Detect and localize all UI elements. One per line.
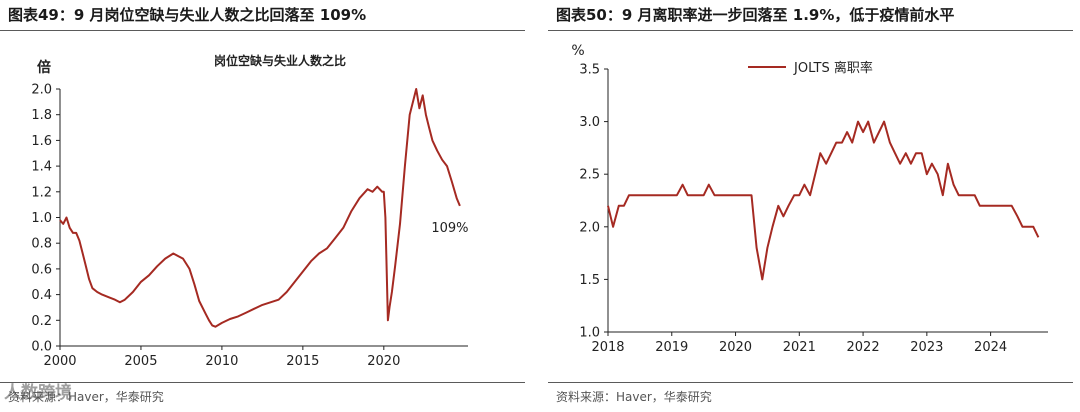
y-axis-unit-label: 倍 xyxy=(37,59,51,76)
y-tick-label: 0.8 xyxy=(31,237,52,252)
quits-rate-chart: 1.0 1.5 2.0 2.5 3.0 3.5 2018 2019 2020 2021 2022 20… xyxy=(571,43,1048,355)
series-line xyxy=(59,88,461,328)
x-tick-label: 2023 xyxy=(910,340,943,355)
legend-label: JOLTS 离职率 xyxy=(793,60,873,76)
series-line xyxy=(607,120,1040,281)
y-tick-label: 0.0 xyxy=(31,340,52,355)
x-tick-label: 2020 xyxy=(719,340,752,355)
y-tick-label: 0.2 xyxy=(31,314,52,329)
y-tick-label: 1.0 xyxy=(579,326,600,341)
x-tick-label: 2022 xyxy=(847,340,880,355)
source-note: 资料来源：Haver，华泰研究 xyxy=(8,390,164,404)
vacancy-unemployment-ratio-chart: 0.0 0.2 0.4 0.6 0.8 1.0 1.2 1.4 1.6 1.8 2.0 2000 200… xyxy=(31,53,468,369)
y-tick-label: 2.0 xyxy=(579,220,600,235)
y-tick-label: 2.0 xyxy=(31,83,52,98)
y-tick-label: 1.8 xyxy=(31,108,52,123)
x-tick-label: 2010 xyxy=(205,354,238,369)
y-tick-label: 2.5 xyxy=(579,168,600,183)
annotation-label: 109% xyxy=(431,221,468,236)
x-tick-label: 2019 xyxy=(655,340,688,355)
left-figure-panel: 图表49：9 月岗位空缺与失业人数之比回落至 109% 0.0 0.2 0.4 0.6… xyxy=(0,0,530,412)
y-tick-label: 1.2 xyxy=(31,185,52,200)
x-tick-label: 2005 xyxy=(124,354,157,369)
x-tick-label: 2020 xyxy=(367,354,400,369)
y-axis-unit-label: % xyxy=(571,43,584,59)
source-rule xyxy=(0,382,525,383)
title-rule xyxy=(0,30,525,31)
y-tick-label: 1.0 xyxy=(31,211,52,226)
x-tick-label: 2021 xyxy=(783,340,816,355)
x-tick-label: 2024 xyxy=(974,340,1007,355)
title-rule xyxy=(548,30,1073,31)
y-tick-label: 3.5 xyxy=(579,63,600,78)
figure-title: 图表50：9 月离职率进一步回落至 1.9%，低于疫情前水平 xyxy=(556,6,955,24)
y-tick-label: 1.6 xyxy=(31,134,52,149)
y-tick-label: 3.0 xyxy=(579,115,600,130)
right-figure-panel: 图表50：9 月离职率进一步回落至 1.9%，低于疫情前水平 1.0 1.5 2.0… xyxy=(548,0,1078,412)
x-tick-label: 2000 xyxy=(43,354,76,369)
source-rule xyxy=(548,382,1073,383)
figure-title: 图表49：9 月岗位空缺与失业人数之比回落至 109% xyxy=(8,6,367,24)
x-tick-label: 2015 xyxy=(286,354,319,369)
y-tick-label: 0.4 xyxy=(31,288,52,303)
y-tick-label: 1.5 xyxy=(579,273,600,288)
chart-title: 岗位空缺与失业人数之比 xyxy=(214,53,346,68)
y-tick-label: 1.4 xyxy=(31,160,52,175)
watermark: 人数跨境 xyxy=(4,383,72,403)
source-note: 资料来源：Haver，华泰研究 xyxy=(556,390,712,404)
x-tick-label: 2018 xyxy=(591,340,624,355)
y-tick-label: 0.6 xyxy=(31,262,52,277)
